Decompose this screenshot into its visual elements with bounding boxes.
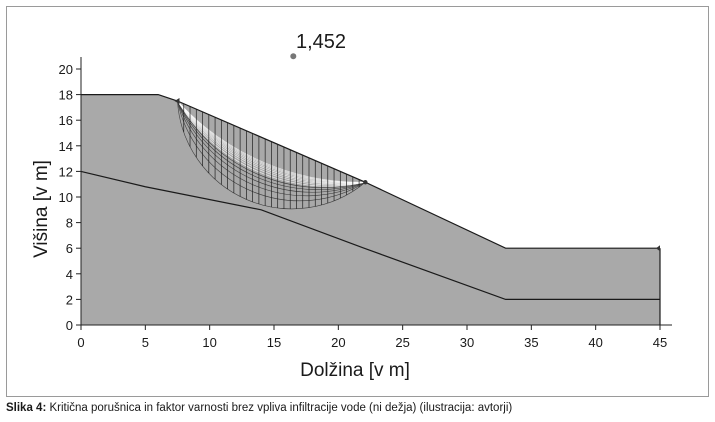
axes: 0 5 10 15 20 25 30 35 40 45 0 2 4 6 8 10 12 14 16 18 20 bbox=[59, 57, 672, 350]
slip-arc bbox=[177, 100, 366, 184]
y-tick-label: 4 bbox=[66, 267, 73, 282]
caption-text: Kritična porušnica in faktor varnosti br… bbox=[46, 402, 513, 414]
x-tick-label: 0 bbox=[77, 335, 84, 350]
slip-arc bbox=[177, 100, 366, 202]
slip-arc bbox=[177, 100, 366, 193]
entry-marker bbox=[174, 98, 180, 104]
x-axis-title: Dolžina [v m] bbox=[300, 360, 410, 381]
y-tick-label: 18 bbox=[59, 88, 73, 103]
layer-boundary-line bbox=[80, 170, 660, 300]
layer-boundaries bbox=[80, 93, 661, 325]
ground-surface-line bbox=[81, 93, 660, 249]
slip-arc bbox=[177, 100, 366, 185]
slip-arc bbox=[177, 100, 366, 183]
slip-arc bbox=[177, 100, 366, 188]
y-tick-label: 6 bbox=[66, 241, 73, 256]
caption-prefix: Slika 4: bbox=[6, 402, 47, 414]
y-tick-label: 0 bbox=[66, 318, 73, 333]
plot-area bbox=[81, 94, 660, 325]
x-tick-label: 25 bbox=[395, 335, 409, 350]
figure-caption: Slika 4: Kritična porušnica in faktor va… bbox=[6, 402, 709, 414]
x-tick-label: 5 bbox=[142, 335, 149, 350]
slip-arc bbox=[177, 100, 366, 190]
y-tick-label: 2 bbox=[66, 292, 73, 307]
y-tick-label: 8 bbox=[66, 216, 73, 231]
slope-stability-chart: 0 5 10 15 20 25 30 35 40 45 0 2 4 6 8 10 12 14 16 18 20 1,45… bbox=[31, 31, 672, 381]
x-tick-label: 10 bbox=[202, 335, 216, 350]
x-tick-label: 35 bbox=[524, 335, 538, 350]
slip-arc bbox=[177, 100, 366, 186]
x-tick-label: 15 bbox=[267, 335, 281, 350]
y-tick-label: 14 bbox=[59, 139, 73, 154]
boundary-marker bbox=[656, 245, 660, 252]
factor-of-safety-label: 1,452 bbox=[296, 31, 346, 53]
y-tick-label: 16 bbox=[59, 113, 73, 128]
x-tick-label: 30 bbox=[460, 335, 474, 350]
x-tick-label: 40 bbox=[588, 335, 602, 350]
x-tick-label: 45 bbox=[653, 335, 667, 350]
slip-circle-center bbox=[290, 53, 297, 60]
y-tick-label: 10 bbox=[59, 190, 73, 205]
slip-surfaces bbox=[177, 100, 366, 210]
center-dot bbox=[290, 53, 297, 60]
y-axis-title: Višina [v m] bbox=[31, 160, 52, 258]
figure-frame: 0 5 10 15 20 25 30 35 40 45 0 2 4 6 8 10 12 14 16 18 20 1,45… bbox=[6, 6, 709, 397]
x-tick-label: 20 bbox=[331, 335, 345, 350]
y-tick-label: 20 bbox=[59, 62, 73, 77]
exit-marker bbox=[363, 180, 368, 185]
slope-body bbox=[81, 94, 660, 325]
slip-arc bbox=[177, 100, 366, 187]
y-tick-label: 12 bbox=[59, 164, 73, 179]
